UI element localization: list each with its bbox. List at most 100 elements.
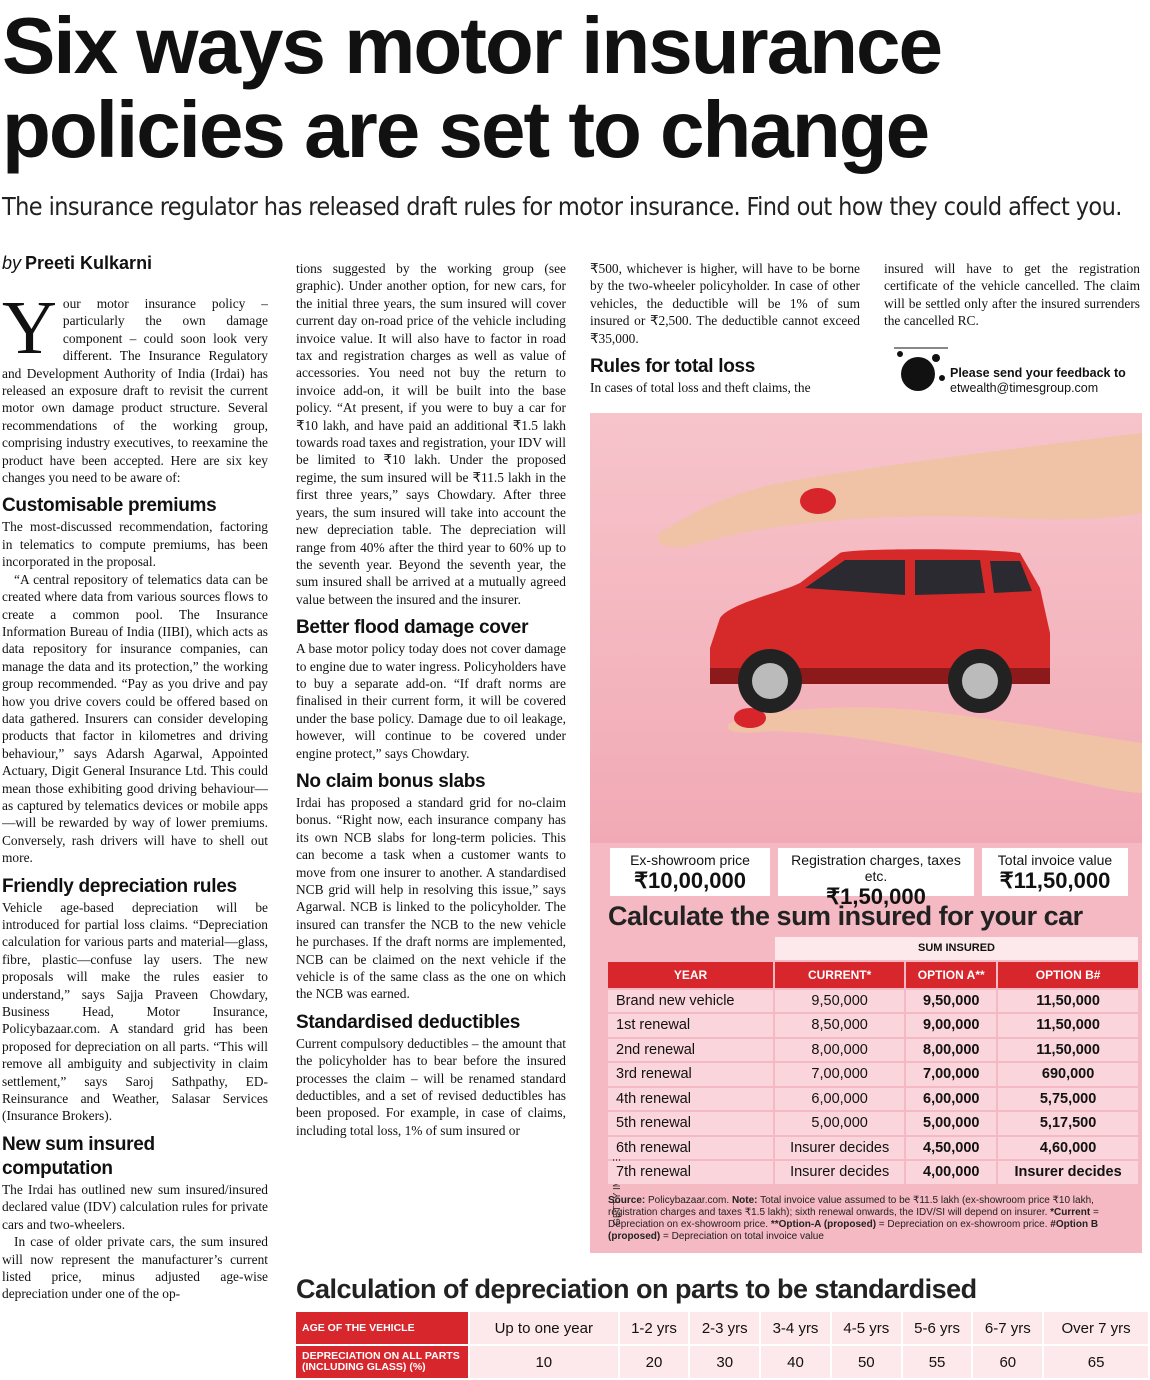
- paragraph: ₹500, whichever is higher, will have to …: [590, 261, 860, 346]
- table-cell: 4,60,000: [998, 1136, 1138, 1159]
- table-cell: 3rd renewal: [608, 1063, 773, 1086]
- age-cell: Over 7 yrs: [1044, 1312, 1148, 1344]
- paragraph: In cases of total loss and theft claims,…: [590, 380, 811, 396]
- table-cell: 8,50,000: [774, 1014, 905, 1037]
- age-cell: 5-6 yrs: [902, 1312, 972, 1344]
- sum-insured-table: SUM INSURED YEAR CURRENT* OPTION A** OPTION …: [606, 935, 1140, 1186]
- note-text: **Option-A (proposed): [770, 1219, 877, 1230]
- note-text: = Depreciation on ex-showroom price.: [876, 1219, 1051, 1230]
- table-cell: Insurer decides: [774, 1161, 905, 1184]
- section-heading: Standardised deductibles: [296, 1011, 521, 1033]
- rate-cell: 40: [761, 1346, 830, 1378]
- age-cell: 3-4 yrs: [761, 1312, 830, 1344]
- spacer: [608, 937, 773, 960]
- table-cell: 4th renewal: [608, 1087, 773, 1110]
- age-cell: 6-7 yrs: [973, 1312, 1043, 1344]
- article-column: insured will have to get the registratio…: [884, 260, 1140, 340]
- column-header: YEAR: [608, 961, 773, 988]
- header-row: YEAR CURRENT* OPTION A** OPTION B#: [608, 961, 1138, 988]
- group-header: SUM INSURED: [774, 937, 1138, 960]
- rate-cell: 20: [619, 1346, 689, 1378]
- ink-splat: [894, 347, 948, 391]
- table-row: 5th renewal 5,00,000 5,00,000 5,17,500: [608, 1112, 1138, 1135]
- paragraph: “A central repository of telematics data…: [2, 571, 268, 866]
- headline: Six ways motor insurance policies are se…: [2, 4, 943, 174]
- table-row: 2nd renewal 8,00,000 8,00,000 11,50,000: [608, 1038, 1138, 1061]
- table-cell: 11,50,000: [998, 1014, 1138, 1037]
- rate-cell: 10: [470, 1346, 618, 1378]
- table-cell: 4,00,000: [906, 1161, 997, 1184]
- paragraph: tions suggested by the working group (se…: [296, 261, 566, 607]
- note-text: *Current: [1050, 1207, 1091, 1218]
- table-cell: 4,50,000: [906, 1136, 997, 1159]
- section-heading: Friendly depreciation rules: [2, 875, 237, 897]
- table-cell: 9,00,000: [906, 1014, 997, 1037]
- headline-line: policies are set to change: [2, 85, 930, 174]
- table-cell: 6th renewal: [608, 1136, 773, 1159]
- table-cell: Insurer decides: [998, 1161, 1138, 1184]
- depreciation-table: AGE OF THE VEHICLE Up to one year 1-2 yrs 2…: [294, 1310, 1150, 1380]
- price-box: Total invoice value ₹11,50,000: [982, 848, 1128, 896]
- note-text: Policybazaar.com.: [645, 1195, 732, 1206]
- age-cell: 4-5 yrs: [831, 1312, 901, 1344]
- rate-cell: 60: [973, 1346, 1043, 1378]
- paragraph: Vehicle age-based depreciation will be i…: [2, 899, 268, 1124]
- group-header-row: SUM INSURED: [608, 937, 1138, 960]
- table-cell: 690,000: [998, 1063, 1138, 1086]
- table-cell: 5th renewal: [608, 1112, 773, 1135]
- table-cell: 7,00,000: [774, 1063, 905, 1086]
- article-column: ₹500, whichever is higher, will have to …: [590, 260, 860, 405]
- age-cell: Up to one year: [470, 1312, 618, 1344]
- table-row: 3rd renewal 7,00,000 7,00,000 690,000: [608, 1063, 1138, 1086]
- paragraph: Current compulsory deductibles – the amo…: [296, 1035, 566, 1138]
- column-header: CURRENT*: [774, 961, 905, 988]
- row-label: DEPRECIATION ON ALL PARTS (INCLUDING GLA…: [296, 1346, 468, 1378]
- table-row: 4th renewal 6,00,000 6,00,000 5,75,000: [608, 1087, 1138, 1110]
- feedback-text: Please send your feedback to: [950, 366, 1126, 380]
- section-heading: Customisable premiums: [2, 495, 217, 517]
- rate-row: DEPRECIATION ON ALL PARTS (INCLUDING GLA…: [296, 1346, 1148, 1378]
- table-cell: Insurer decides: [774, 1136, 905, 1159]
- table-cell: 11,50,000: [998, 989, 1138, 1012]
- price-label: Total invoice value: [997, 852, 1113, 868]
- feedback-email[interactable]: etwealth@timesgroup.com: [950, 381, 1099, 395]
- subtitle: The insurance regulator has released dra…: [2, 192, 1122, 221]
- price-value: ₹10,00,000: [634, 868, 746, 893]
- note-text: Source:: [608, 1195, 646, 1206]
- table-row: 7th renewal Insurer decides 4,00,000 Insure…: [608, 1161, 1138, 1184]
- note-text: Note:: [731, 1195, 758, 1206]
- table-cell: 6,00,000: [774, 1087, 905, 1110]
- price-box: Registration charges, taxes etc. ₹1,50,00…: [778, 848, 974, 909]
- row-label: AGE OF THE VEHICLE: [296, 1312, 468, 1344]
- age-cell: 2-3 yrs: [690, 1312, 760, 1344]
- author: Preeti Kulkarni: [25, 253, 153, 273]
- table-cell: 7,00,000: [906, 1063, 997, 1086]
- paragraph: A base motor policy today does not cover…: [296, 641, 566, 761]
- table-title: Calculate the sum insured for your car: [608, 901, 1083, 931]
- table-cell: 11,50,000: [998, 1038, 1138, 1061]
- article-column: tions suggested by the working group (se…: [296, 260, 566, 1380]
- table-cell: 8,00,000: [906, 1038, 997, 1061]
- table-cell: 6,00,000: [906, 1087, 997, 1110]
- byline: by Preeti Kulkarni: [2, 253, 152, 274]
- section-heading: Better flood damage cover: [296, 617, 529, 639]
- paragraph: The Irdai has outlined new sum insured/i…: [2, 1181, 268, 1232]
- price-value: ₹1,50,000: [826, 884, 926, 909]
- table-cell: 9,50,000: [906, 989, 997, 1012]
- table-row: 1st renewal 8,50,000 9,00,000 11,50,000: [608, 1014, 1138, 1037]
- table-note: Source: Policybazaar.com. Note: Total in…: [608, 1195, 1128, 1243]
- age-row: AGE OF THE VEHICLE Up to one year 1-2 yrs 2…: [296, 1312, 1148, 1344]
- note-text: #Option B (proposed): [608, 1219, 1099, 1242]
- table-cell: 1st renewal: [608, 1014, 773, 1037]
- depreciation-title: Calculation of depreciation on parts to …: [296, 1274, 977, 1304]
- table-row: Brand new vehicle 9,50,000 9,50,000 11,50,0…: [608, 989, 1138, 1012]
- table-cell: 5,00,000: [774, 1112, 905, 1135]
- note-text: = Depreciation on total invoice value: [660, 1231, 824, 1242]
- section-heading: No claim bonus slabs: [296, 770, 486, 792]
- table-cell: 7th renewal: [608, 1161, 773, 1184]
- table-cell: 2nd renewal: [608, 1038, 773, 1061]
- price-box: Ex-showroom price ₹10,00,000: [610, 848, 770, 896]
- table-cell: 5,17,500: [998, 1112, 1138, 1135]
- section-heading: New sum insured computation: [2, 1133, 155, 1179]
